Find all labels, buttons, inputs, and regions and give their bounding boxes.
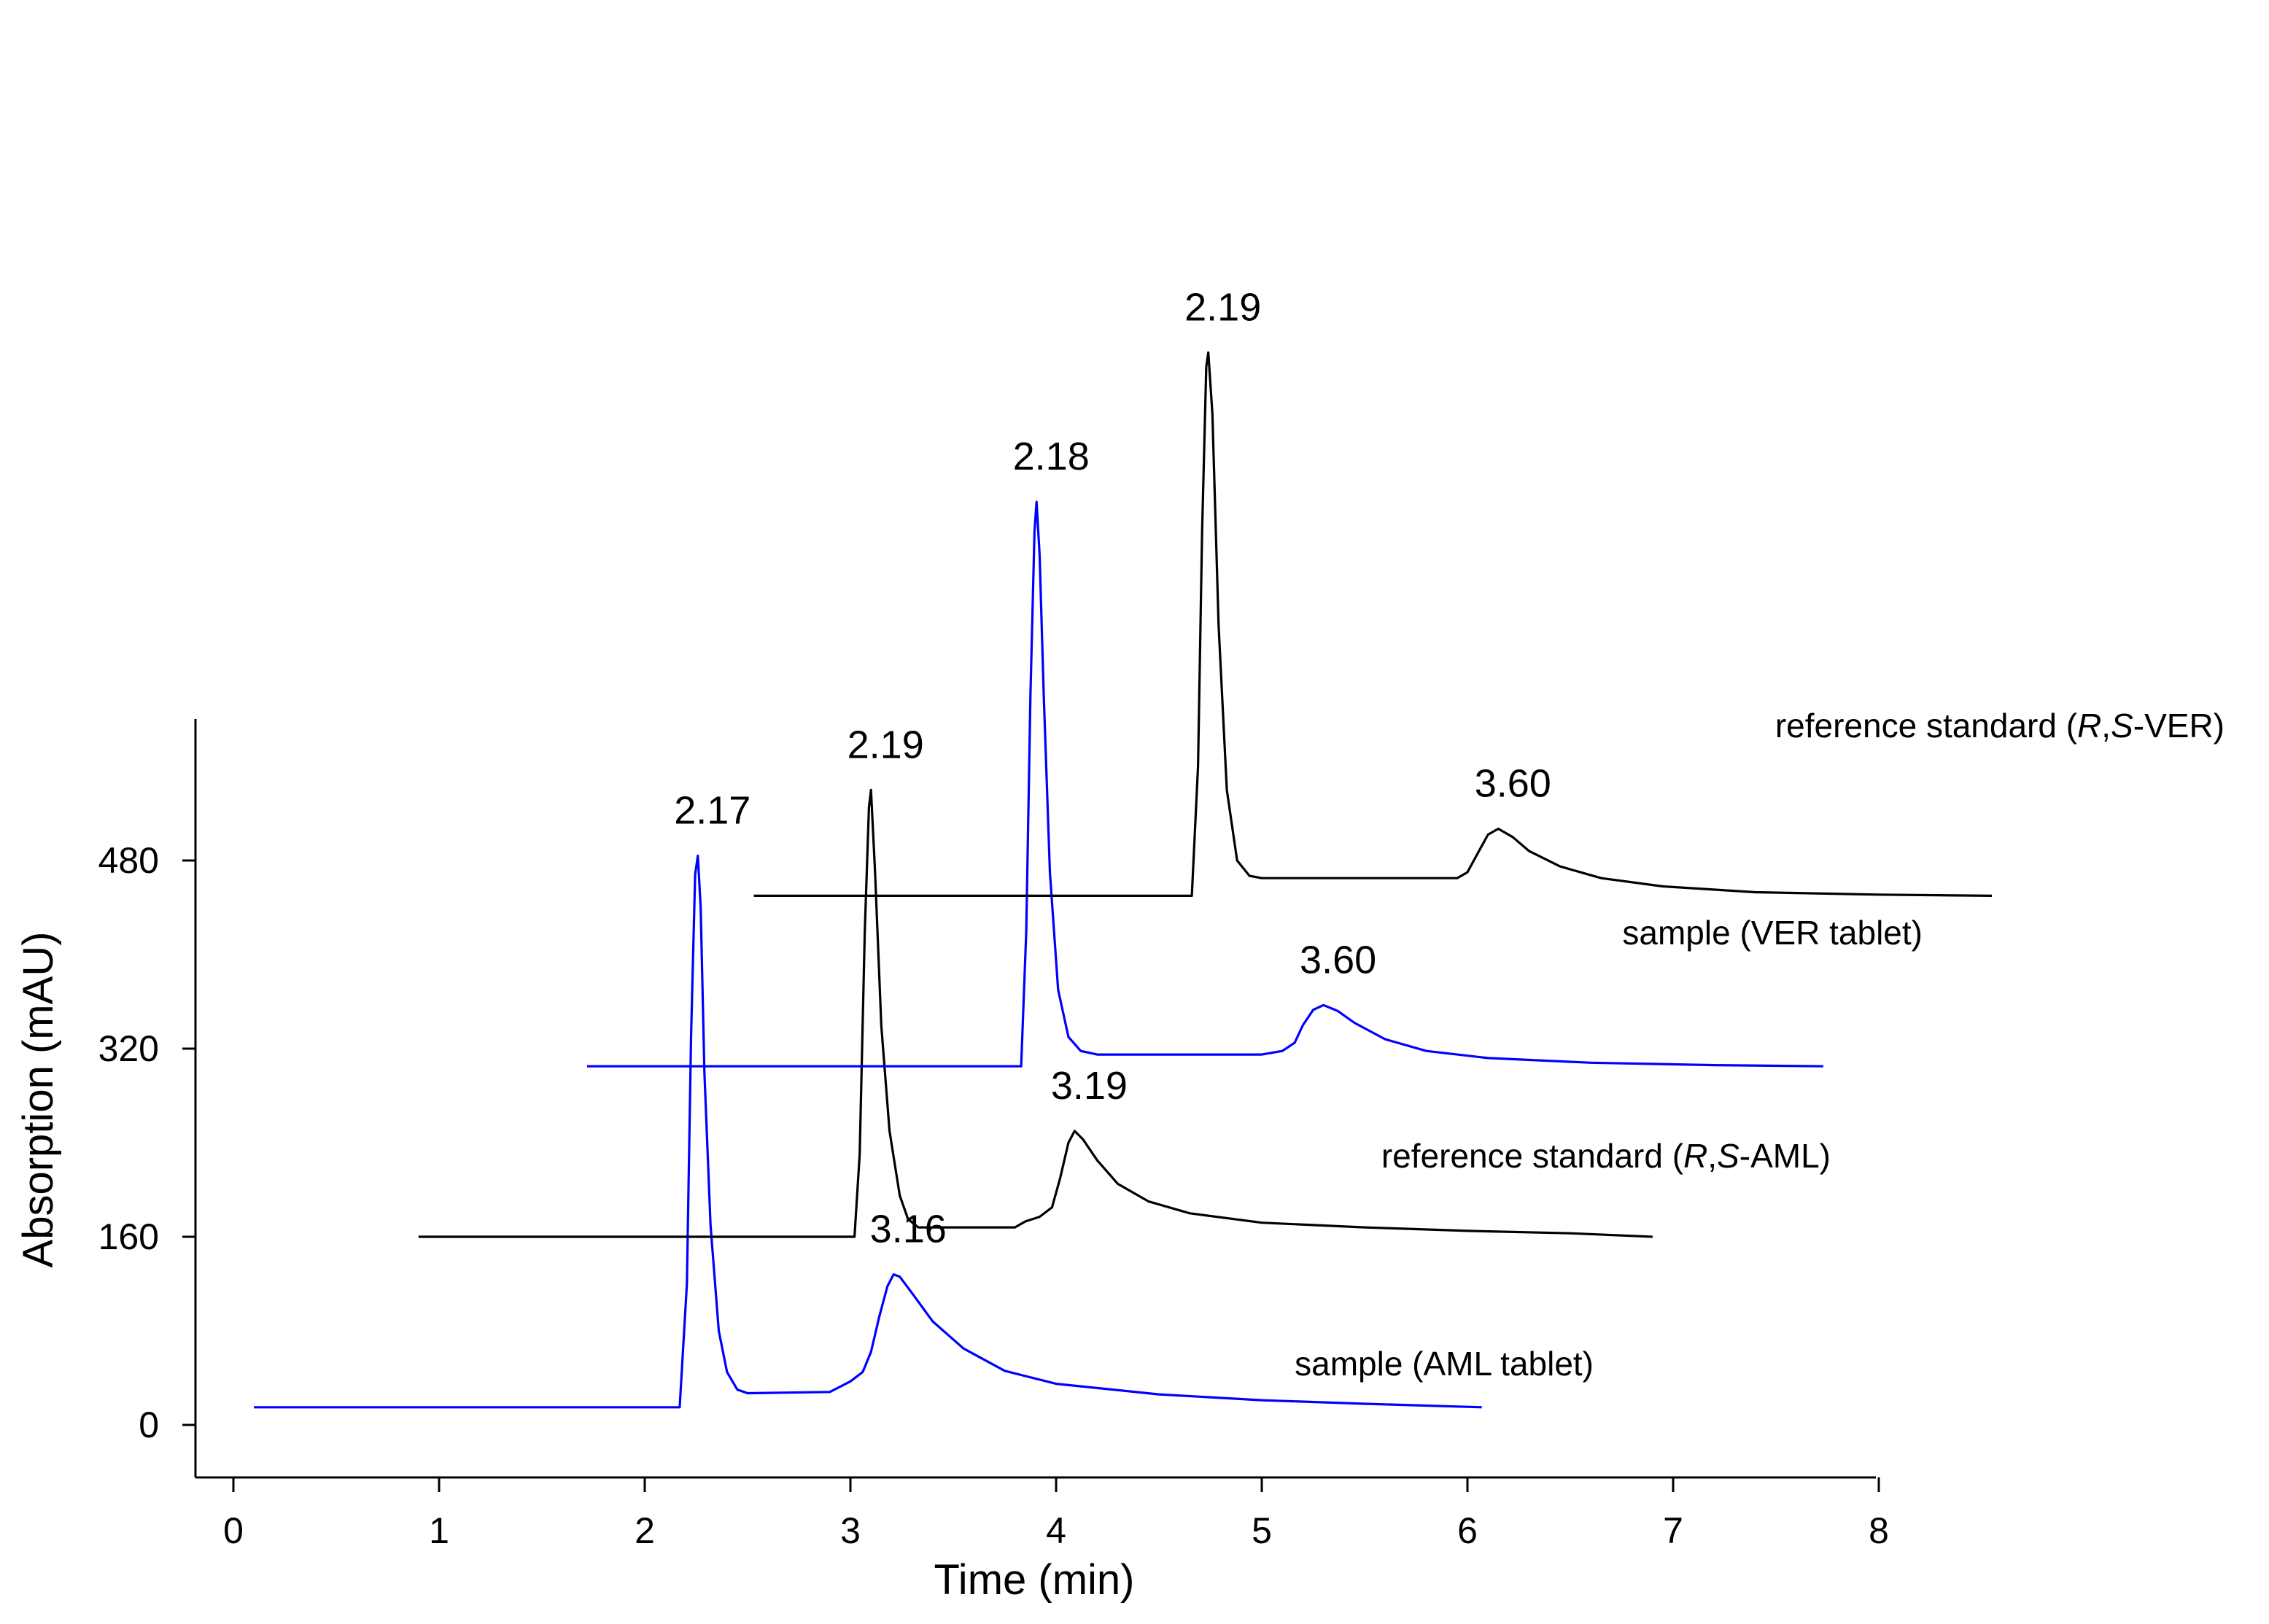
trace-label: reference standard (R,S-VER) — [1775, 707, 2225, 745]
y-tick-label: 320 — [98, 1028, 159, 1069]
x-tick-label: 8 — [1869, 1510, 1889, 1551]
x-tick-label: 5 — [1252, 1510, 1272, 1551]
peak-label: 2.19 — [1184, 285, 1261, 329]
y-tick-label: 0 — [139, 1405, 159, 1445]
peak-label: 2.19 — [848, 723, 924, 766]
x-tick-label: 7 — [1663, 1510, 1683, 1551]
x-tick-label: 2 — [635, 1510, 655, 1551]
x-tick-label: 3 — [840, 1510, 861, 1551]
peak-labels: 2.17 3.16 2.19 3.19 2.18 3.60 2.19 3.60 — [674, 285, 1551, 1251]
y-ticks: 0 160 320 480 — [98, 840, 195, 1445]
x-ticks: 0 1 2 3 4 5 6 7 8 — [223, 1477, 1889, 1551]
series-line — [418, 788, 1653, 1238]
peak-label: 3.19 — [1051, 1064, 1128, 1108]
x-axis-title: Time (min) — [934, 1556, 1135, 1604]
series-line — [753, 351, 1993, 897]
axes: 0 1 2 3 4 5 6 7 8 0 160 320 480 Time (min) Absorpti… — [15, 719, 1889, 1604]
peak-label: 3.16 — [870, 1208, 947, 1251]
trace-label: reference standard (R,S-AML) — [1381, 1137, 1831, 1175]
x-tick-label: 6 — [1457, 1510, 1478, 1551]
y-tick-label: 480 — [98, 840, 159, 881]
peak-label: 3.60 — [1475, 761, 1551, 805]
trace-label: sample (VER tablet) — [1622, 914, 1923, 952]
series-line — [254, 854, 1482, 1409]
x-tick-label: 0 — [223, 1510, 244, 1551]
trace-label: sample (AML tablet) — [1295, 1345, 1594, 1383]
y-axis-title: Absorption (mAU) — [15, 932, 62, 1268]
x-tick-label: 4 — [1046, 1510, 1066, 1551]
series-line — [587, 500, 1823, 1068]
x-tick-label: 1 — [429, 1510, 449, 1551]
peak-label: 3.60 — [1300, 938, 1376, 982]
traces — [254, 351, 1993, 1409]
trace-labels: sample (AML tablet) reference standard (R… — [1295, 707, 2225, 1383]
peak-label: 2.18 — [1013, 435, 1090, 478]
y-tick-label: 160 — [98, 1216, 159, 1257]
peak-label: 2.17 — [674, 789, 750, 833]
